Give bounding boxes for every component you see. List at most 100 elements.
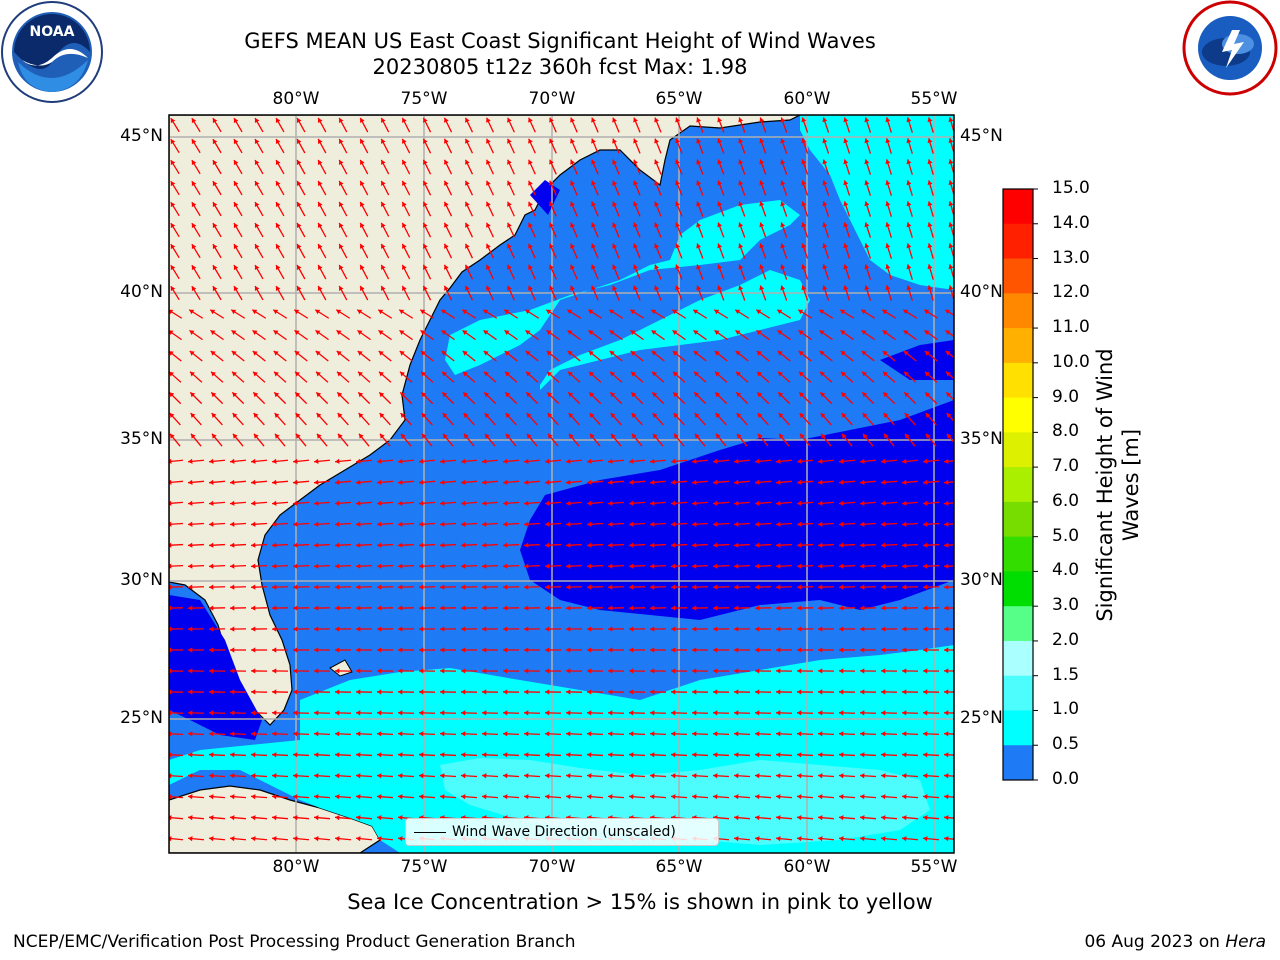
wave-arrow-head <box>335 836 340 842</box>
wave-arrow-head <box>818 563 823 569</box>
wave-arrow-head <box>232 413 238 418</box>
colorbar-tick-label: 1.5 <box>1052 664 1080 685</box>
wave-arrow-head <box>801 159 807 165</box>
wave-arrow-head <box>486 159 491 165</box>
wave-arrow-head <box>188 836 193 842</box>
colorbar-band <box>1003 258 1033 294</box>
wave-arrow-head <box>629 584 634 590</box>
wave-arrow-head <box>818 794 823 800</box>
sea-ice-note: Sea Ice Concentration > 15% is shown in … <box>347 890 933 914</box>
wave-arrow-head <box>547 371 552 377</box>
wave-arrow-head <box>293 605 298 611</box>
wave-arrow-head <box>799 371 804 377</box>
wave-arrow-head <box>440 689 445 695</box>
wave-arrow-head <box>839 542 844 548</box>
wave-arrow-head <box>692 479 697 485</box>
wave-arrow-head <box>902 647 907 653</box>
wave-arrow-head <box>356 563 361 569</box>
wave-arrow-head <box>507 117 512 123</box>
wave-arrow-head <box>440 563 445 569</box>
wave-arrow-head <box>822 138 828 144</box>
wave-arrow-head <box>507 222 512 228</box>
wave-arrow-head <box>902 773 907 779</box>
colorbar-tick-label: 14.0 <box>1052 212 1090 233</box>
wave-arrow-head <box>651 330 657 335</box>
wave-arrow-head <box>612 264 617 270</box>
wave-arrow-head <box>633 159 638 165</box>
wave-arrow-head <box>461 626 466 632</box>
wave-arrow-head <box>777 330 783 335</box>
wave-arrow-head <box>423 222 428 228</box>
lat-label-right-1: 40°N <box>960 282 1003 302</box>
footer-date-text: 06 Aug 2023 on <box>1084 932 1226 952</box>
wave-arrow-head <box>188 521 193 527</box>
wave-arrow-head <box>251 794 256 800</box>
wave-arrow-head <box>906 159 912 165</box>
wave-arrow-head <box>275 286 281 292</box>
wave-arrow-head <box>696 243 702 249</box>
wave-arrow-head <box>736 371 741 377</box>
wave-arrow-head <box>504 309 510 315</box>
wave-arrow-head <box>860 563 865 569</box>
wave-arrow-head <box>251 500 256 506</box>
wave-arrow-head <box>170 139 176 145</box>
wave-arrow-head <box>461 794 466 800</box>
wave-arrow-head <box>650 458 655 464</box>
wave-arrow-head <box>398 605 403 611</box>
wave-arrow-head <box>839 458 844 464</box>
wave-arrow-head <box>715 371 720 377</box>
wave-arrow-head <box>756 351 762 356</box>
wave-arrow-head <box>587 752 592 758</box>
wave-arrow-head <box>357 351 363 356</box>
wave-arrow-head <box>671 752 676 758</box>
wave-arrow-head <box>338 243 344 249</box>
wave-arrow-head <box>818 773 823 779</box>
wave-arrow-head <box>608 773 613 779</box>
wave-arrow-head <box>398 668 403 674</box>
lat-label-left-2: 35°N <box>120 429 163 449</box>
wave-arrow-head <box>503 773 508 779</box>
national-weather-service-logo <box>1182 0 1278 96</box>
wave-arrow-head <box>463 413 469 418</box>
wave-arrow-head <box>902 500 907 506</box>
wave-arrow-head <box>925 392 931 398</box>
wave-arrow-head <box>675 243 681 249</box>
wave-arrow-head <box>209 584 214 590</box>
wave-arrow-head <box>587 521 592 527</box>
wave-arrow-head <box>528 264 533 270</box>
wave-arrow-head <box>671 710 676 716</box>
wave-arrow-head <box>923 752 928 758</box>
wave-arrow-head <box>398 689 403 695</box>
wave-arrow-head <box>503 626 508 632</box>
wave-arrow-head <box>188 689 193 695</box>
wave-arrow-head <box>230 584 235 590</box>
colorbar-band <box>1003 640 1033 677</box>
wave-arrow-head <box>566 605 571 611</box>
wave-arrow-head <box>169 433 175 439</box>
wave-arrow-head <box>254 223 260 229</box>
wave-arrow-head <box>461 584 466 590</box>
wave-arrow-head <box>189 309 195 315</box>
wave-arrow-head <box>254 181 260 187</box>
wave-arrow-head <box>230 752 235 758</box>
wave-arrow-head <box>693 309 699 315</box>
wave-arrow-head <box>209 752 214 758</box>
wave-arrow-head <box>465 243 470 249</box>
wave-arrow-head <box>675 117 681 123</box>
wave-arrow-head <box>377 647 382 653</box>
wave-arrow-head <box>528 117 533 123</box>
lat-label-right-0: 45°N <box>960 126 1003 146</box>
wave-arrow-head <box>944 563 949 569</box>
wave-arrow-head <box>671 542 676 548</box>
wave-arrow-head <box>314 500 319 506</box>
chart-subtitle: 20230805 t12z 360h fcst Max: 1.98 <box>372 55 748 79</box>
wave-arrow-head <box>465 159 470 165</box>
wave-arrow-head <box>549 117 554 123</box>
wave-arrow-head <box>692 605 697 611</box>
lon-label-top-4: 60°W <box>783 89 831 109</box>
wave-arrow-head <box>759 285 765 291</box>
wave-arrow-head <box>251 689 256 695</box>
wave-arrow-head <box>359 201 365 207</box>
wave-arrow-head <box>843 285 849 291</box>
wave-arrow-head <box>713 794 718 800</box>
